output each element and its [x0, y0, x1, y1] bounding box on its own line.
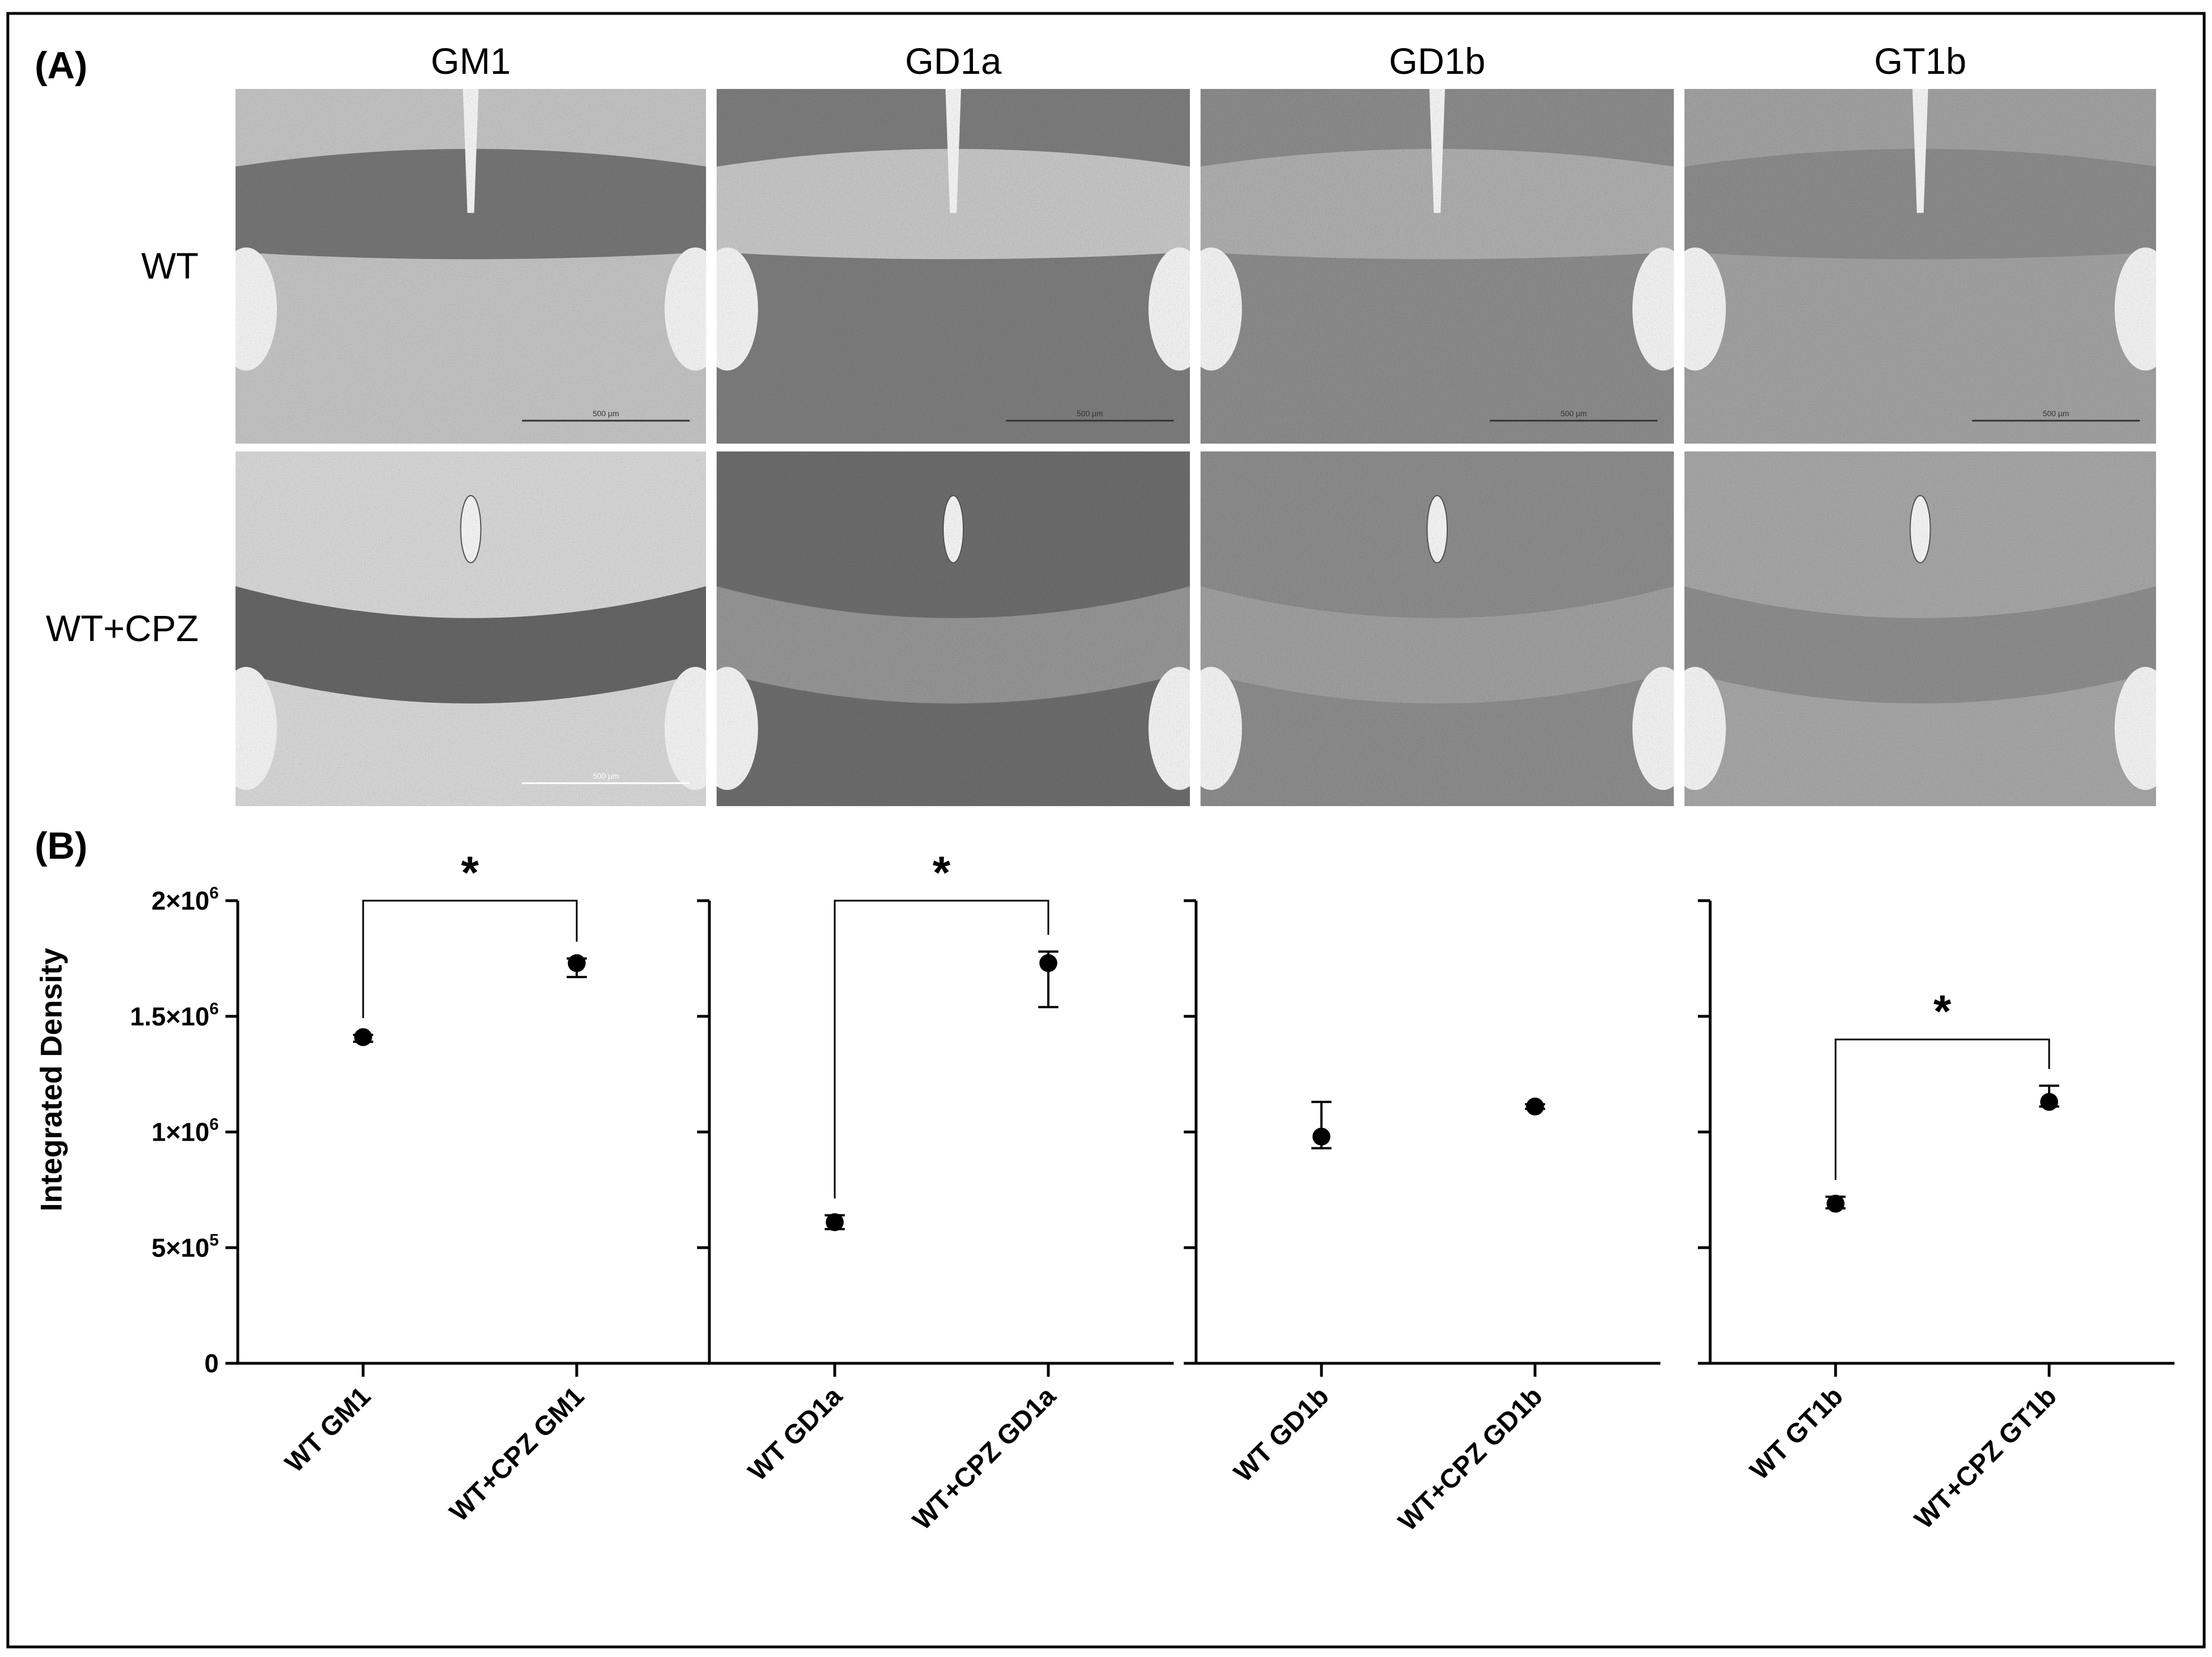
x-category-label: WT+CPZ GM1	[444, 1381, 590, 1527]
micrograph-wt-cpz-gt1b	[1683, 450, 2157, 807]
micrograph-wt-cpz-gd1b	[1199, 450, 1675, 807]
data-point	[1827, 1194, 1845, 1213]
micrograph-wt-cpz-gm1: 500 µm	[234, 450, 707, 807]
micrograph-wt-gd1b: 500 µm	[1199, 88, 1675, 445]
data-point	[2040, 1093, 2058, 1111]
significance-bracket	[834, 900, 1049, 1199]
column-header-gm1: GM1	[431, 40, 511, 82]
chart-panel-gm1: 0 5×105 1×106 1.5×106 2×106 WT GM1 WT+CPZ GM1 *	[130, 848, 702, 1527]
y-axis-title: Integrated Density	[35, 948, 68, 1211]
scale-bar-label: 500 µm	[1077, 409, 1103, 418]
micrograph-wt-cpz-gd1a	[716, 450, 1191, 807]
x-category-label: WT GT1b	[1744, 1381, 1848, 1485]
chart-panel-gd1a: WT GD1a WT+CPZ GD1a *	[697, 848, 1174, 1536]
x-category-label: WT+CPZ GD1a	[907, 1381, 1062, 1536]
data-point	[1526, 1098, 1544, 1116]
y-tick-label: 5×105	[152, 1231, 219, 1262]
dot-plot-panels: 0 5×105 1×106 1.5×106 2×106 WT GM1 WT+CPZ GM1 *…	[130, 848, 2175, 1537]
x-category-label: WT+CPZ GT1b	[1909, 1381, 2063, 1534]
x-category-label: WT GD1b	[1229, 1381, 1335, 1487]
data-point	[1039, 954, 1057, 972]
row-label-wt: WT	[141, 245, 199, 286]
significance-bracket	[1834, 1038, 2050, 1180]
data-point	[1312, 1127, 1331, 1146]
figure-border	[6, 12, 2206, 1649]
scale-bar-label: 500 µm	[2043, 409, 2069, 418]
data-point	[826, 1213, 844, 1231]
x-category-label: WT GM1	[280, 1381, 376, 1478]
chart-panel-gd1b: WT GD1b WT+CPZ GD1b	[1184, 899, 1660, 1537]
data-point	[567, 954, 586, 972]
y-tick-label: 1.5×106	[130, 1000, 219, 1031]
row-label-wt-cpz: WT+CPZ	[46, 608, 199, 649]
y-tick-label: 0	[204, 1349, 219, 1378]
micrograph-wt-gd1a: 500 µm	[716, 88, 1191, 445]
column-header-gt1b: GT1b	[1874, 40, 1966, 82]
x-category-label: WT GD1a	[743, 1381, 849, 1487]
chart-panel-gt1b: WT GT1b WT+CPZ GT1b *	[1698, 899, 2175, 1534]
panel-label-b: (B)	[35, 825, 87, 867]
significance-bracket	[362, 900, 578, 1018]
significance-star: *	[461, 848, 479, 898]
scale-bar-label: 500 µm	[1561, 409, 1587, 418]
column-header-gd1a: GD1a	[905, 40, 1002, 82]
scale-bar-label: 500 µm	[593, 771, 619, 780]
data-point	[354, 1028, 373, 1046]
significance-star: *	[933, 848, 950, 898]
micrograph-wt-gt1b: 500 µm	[1683, 88, 2157, 445]
panel-label-a: (A)	[35, 44, 87, 87]
significance-star: *	[1933, 986, 1951, 1037]
micrograph-grid: GM1 GD1a GD1b GT1b WT WT+CPZ 500 µm 500 µm 500 µ…	[46, 40, 2157, 807]
y-axis-title-group: Integrated Density	[35, 948, 68, 1211]
x-category-label: WT+CPZ GD1b	[1393, 1381, 1549, 1537]
y-tick-label: 1×106	[152, 1115, 219, 1147]
column-header-gd1b: GD1b	[1389, 40, 1485, 82]
y-tick-label: 2×106	[152, 884, 219, 915]
micrograph-wt-gm1: 500 µm	[234, 88, 707, 445]
scale-bar-label: 500 µm	[593, 409, 619, 418]
